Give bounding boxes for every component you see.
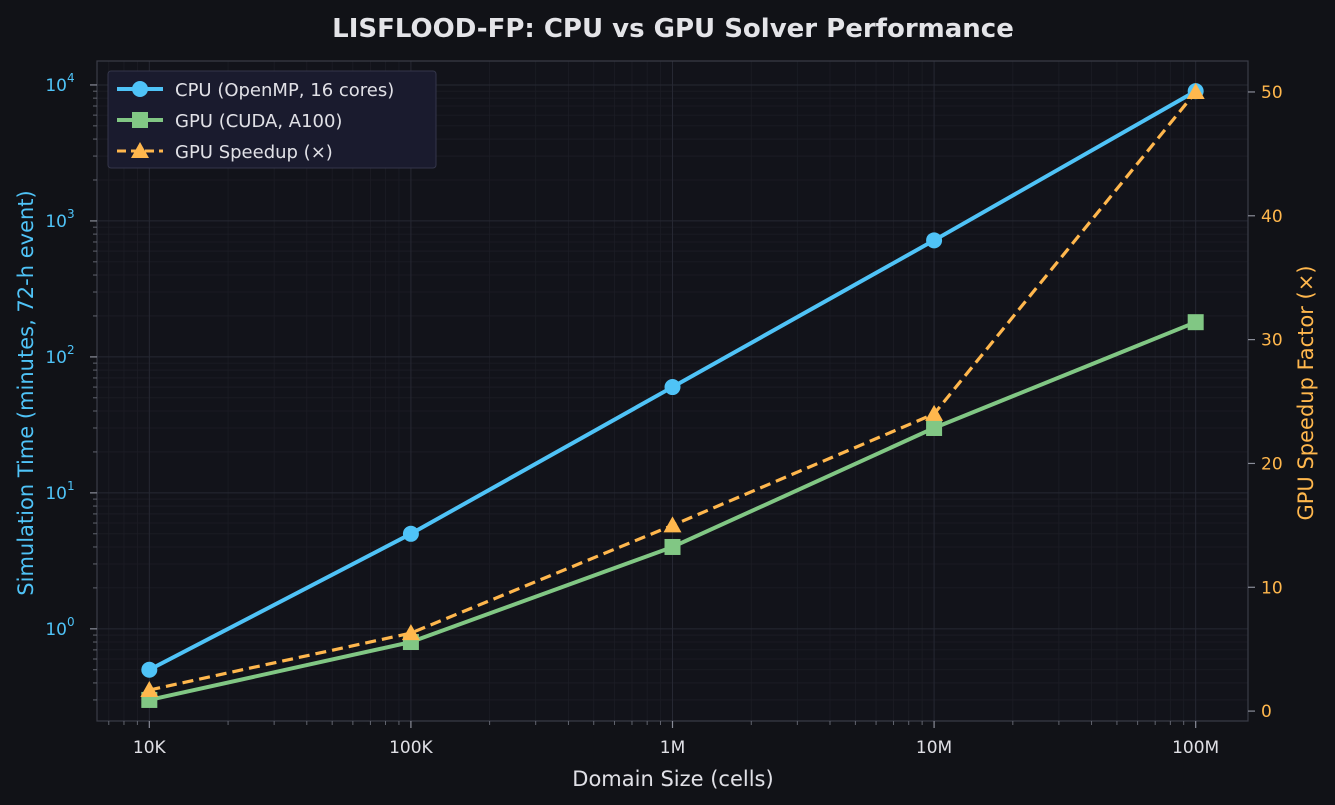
y-right-tick-label: 20 <box>1261 454 1283 474</box>
major-grid <box>97 61 1248 721</box>
legend-label: GPU (CUDA, A100) <box>175 111 342 132</box>
legend-box <box>107 70 437 169</box>
data-point-circle <box>141 661 158 678</box>
legend-label: CPU (OpenMP, 16 cores) <box>175 80 394 101</box>
axis-ticks: 10K 100K 1M 10M 100M100101102103104010203040… <box>45 71 1282 758</box>
data-point-square <box>926 419 943 436</box>
data-point-circle <box>402 525 419 542</box>
y-axis-right-label: GPU Speedup Factor (×) <box>1294 265 1318 520</box>
y-right-tick-label: 0 <box>1261 702 1272 722</box>
legend: CPU (OpenMP, 16 cores) GPU (CUDA, A100) GP… <box>107 70 437 169</box>
x-tick-label: 1M <box>660 738 685 758</box>
y-right-tick-label: 40 <box>1261 207 1283 227</box>
legend-marker-square <box>132 112 148 128</box>
x-tick-label: 100K <box>389 738 433 758</box>
x-axis-label: Domain Size (cells) <box>572 767 773 791</box>
data-point-triangle <box>925 404 944 421</box>
data-point-triangle <box>140 681 159 698</box>
x-tick-label: 10M <box>916 738 952 758</box>
legend-marker-circle <box>132 81 148 97</box>
y-right-tick-label: 10 <box>1261 578 1283 598</box>
data-point-triangle <box>663 516 682 533</box>
data-point-triangle <box>401 624 420 641</box>
data-point-square <box>1187 314 1204 331</box>
data-point-square <box>664 538 681 555</box>
chart-title: LISFLOOD-FP: CPU vs GPU Solver Performan… <box>332 14 1014 44</box>
y-right-tick-label: 30 <box>1261 331 1283 351</box>
legend-label: GPU Speedup (×) <box>175 142 333 163</box>
series-layer <box>140 82 1205 708</box>
x-tick-label: 100M <box>1172 738 1219 758</box>
y-right-tick-label: 50 <box>1261 83 1283 103</box>
data-point-circle <box>664 379 681 396</box>
x-tick-label: 10K <box>133 738 167 758</box>
legend-marker-triangle <box>131 142 149 158</box>
legend-items: CPU (OpenMP, 16 cores) GPU (CUDA, A100) GP… <box>117 80 394 163</box>
data-point-triangle <box>1186 82 1205 99</box>
data-point-circle <box>926 232 943 249</box>
y-axis-left-label: Simulation Time (minutes, 72-h event) <box>14 190 38 595</box>
